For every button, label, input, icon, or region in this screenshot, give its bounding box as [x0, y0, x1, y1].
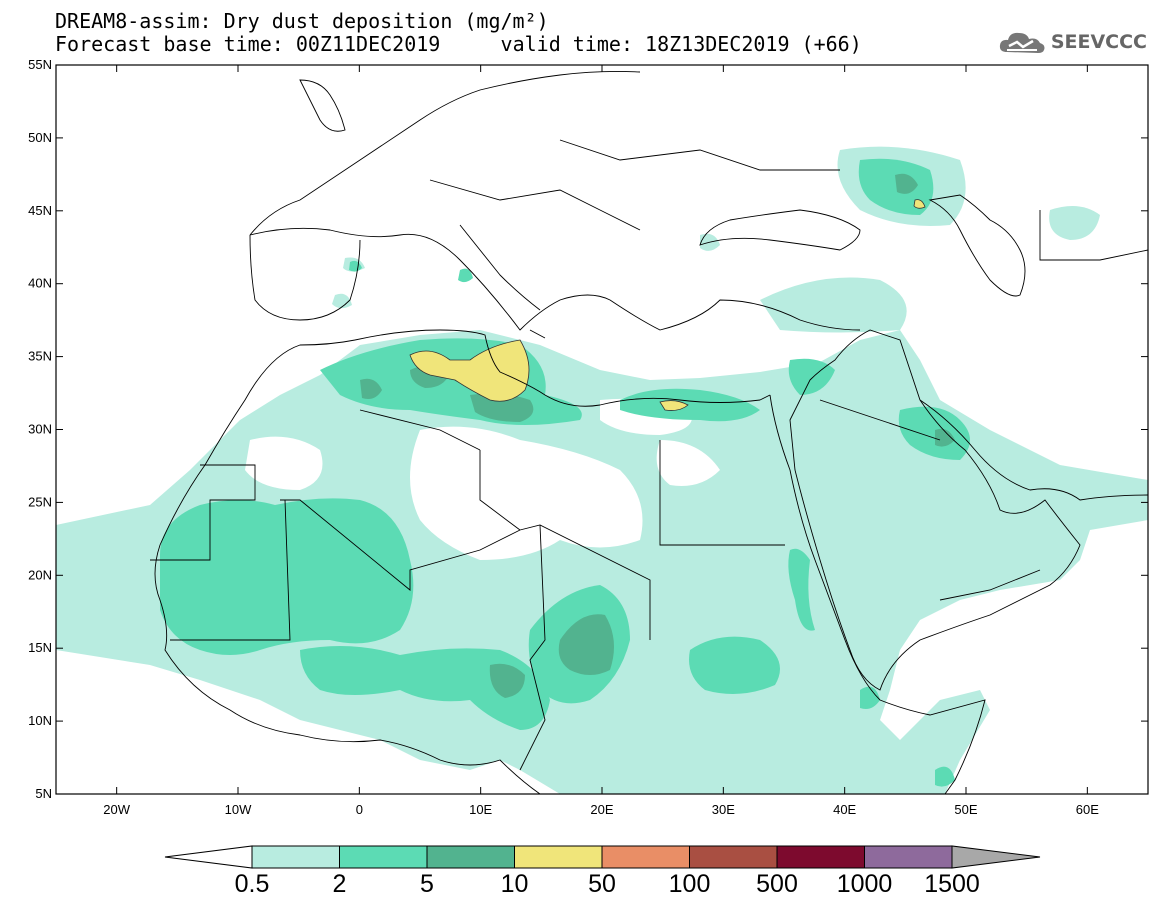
lon-tick-label: 40E [833, 802, 856, 817]
border-4 [659, 440, 785, 546]
border-10 [1039, 210, 1148, 261]
north-africa-coast [354, 329, 771, 407]
lat-tick-label: 45N [28, 203, 52, 218]
latitude-axis: 55N 50N 45N 40N 35N 30N 25N 20N 15N 10N 5N [28, 57, 1148, 801]
lat-tick-label: 30N [28, 422, 52, 437]
persian-gulf-coast [919, 399, 1148, 501]
colorbar-segment [776, 845, 865, 869]
lat-tick-label: 25N [28, 494, 52, 509]
colorbar-over-arrow [951, 845, 1041, 869]
colorbar-label: 50 [588, 870, 616, 898]
coastlines-borders [150, 70, 1148, 794]
lon-tick-label: 10W [225, 802, 252, 817]
title-base-time: Forecast base time: 00Z11DEC2019 [55, 32, 441, 56]
colorbar-label: 10 [501, 870, 529, 898]
lon-tick-label: 30E [712, 802, 735, 817]
lat-tick-label: 20N [28, 567, 52, 582]
colorbar-segment [689, 845, 778, 869]
level-5-10 [360, 173, 955, 698]
border-6 [359, 409, 481, 451]
lon-tick-label: 0 [356, 802, 363, 817]
mediterranean-north [249, 227, 861, 331]
africa-coastline [154, 339, 541, 794]
border-7 [519, 524, 546, 771]
black-sea [699, 209, 861, 251]
italy [459, 224, 546, 339]
lat-tick-label: 5N [35, 786, 52, 801]
colorbar-under-arrow [164, 845, 253, 869]
border-3 [479, 450, 521, 531]
colorbar-label: 500 [756, 870, 798, 898]
title-valid-time: valid time: 18Z13DEC2019 (+66) [500, 32, 862, 56]
lat-tick-label: 50N [28, 130, 52, 145]
colorbar-segment [864, 845, 953, 869]
longitude-axis: 20W 10W 0 10E 20E 30E 40E 50E 60E [103, 65, 1099, 817]
lon-tick-label: 50E [954, 802, 977, 817]
lat-tick-label: 10N [28, 713, 52, 728]
colorbar-label: 5 [420, 870, 434, 898]
colorbar-label: 2 [333, 870, 347, 898]
red-sea-west [769, 394, 986, 794]
title-line-1: DREAM8-assim: Dry dust deposition (mg/m²… [55, 9, 549, 33]
cloud-icon [999, 32, 1045, 53]
border-2 [280, 499, 651, 640]
border-8 [819, 399, 941, 441]
lat-tick-label: 35N [28, 349, 52, 364]
logo-text: SEEVCCC [1050, 31, 1147, 53]
border-9 [939, 569, 1041, 601]
colorbar-segment [426, 845, 515, 869]
lat-tick-label: 40N [28, 276, 52, 291]
border-5 [170, 499, 291, 641]
level-10-50 [409, 199, 926, 411]
colorbar-label: 1000 [837, 870, 893, 898]
colorbar-segment [601, 845, 690, 869]
colorbar-segment [514, 845, 603, 869]
caspian-sea [928, 194, 1026, 297]
arabia-coast [789, 329, 1081, 691]
lat-tick-label: 55N [28, 57, 52, 72]
lon-tick-label: 60E [1076, 802, 1099, 817]
border-1 [150, 464, 256, 561]
colorbar-label: 100 [669, 870, 711, 898]
colorbar: 0.5 2 5 10 50 100 500 1000 1500 [164, 845, 1041, 898]
lon-tick-label: 10E [469, 802, 492, 817]
seevccc-logo: SEEVCCC [997, 28, 1147, 56]
lon-tick-label: 20E [590, 802, 613, 817]
britain [299, 79, 346, 132]
lon-tick-label: 20W [103, 802, 130, 817]
colorbar-label: 1500 [924, 870, 980, 898]
border-11 [559, 139, 840, 171]
europe-coast [249, 70, 641, 236]
lat-tick-label: 15N [28, 640, 52, 655]
dust-deposition-field [56, 146, 1148, 794]
colorbar-segment [251, 845, 340, 869]
border-12 [429, 179, 641, 231]
colorbar-segment [339, 845, 428, 869]
iberia [249, 234, 361, 321]
map-title: DREAM8-assim: Dry dust deposition (mg/m²… [55, 10, 862, 56]
colorbar-label: 0.5 [235, 870, 270, 898]
